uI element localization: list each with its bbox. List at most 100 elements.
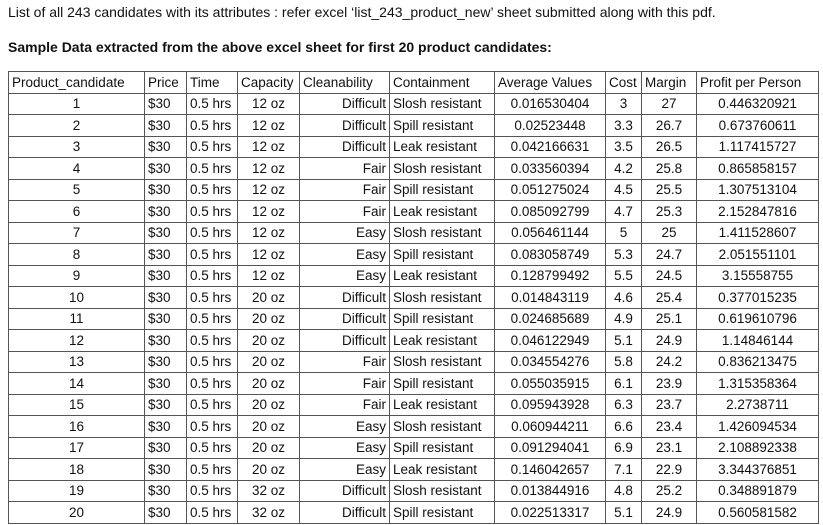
table-cell: 23.7 — [641, 393, 697, 416]
table-cell: 3 — [605, 92, 642, 115]
table-cell: Slosh resistant — [389, 479, 495, 502]
table-cell: Difficult — [299, 92, 390, 115]
header-cell: Profit per Person — [696, 71, 819, 94]
table-row: 11 $30 0.5 hrs 20 oz Difficult Spill resistan… — [8, 307, 819, 330]
table-cell: $30 — [144, 286, 187, 309]
table-cell: Leak resistant — [389, 393, 495, 416]
table-cell: Difficult — [299, 479, 390, 502]
table-cell: 25.5 — [641, 178, 697, 201]
table-cell: Difficult — [299, 329, 390, 352]
table-cell: 0.673760611 — [696, 114, 819, 137]
table-cell: 6.6 — [605, 415, 642, 438]
table-cell: 7 — [8, 221, 145, 244]
table-cell: $30 — [144, 415, 187, 438]
table-cell: 0.5 hrs — [186, 307, 238, 330]
table-row: 13 $30 0.5 hrs 20 oz Fair Slosh resistant 0.03… — [8, 350, 819, 373]
table-cell: Difficult — [299, 114, 390, 137]
table-cell: $30 — [144, 458, 187, 481]
table-cell: 20 oz — [237, 436, 300, 459]
table-cell: 0.836213475 — [696, 350, 819, 373]
table-cell: 0.446320921 — [696, 92, 819, 115]
table-cell: 0.5 hrs — [186, 221, 238, 244]
table-row: 15 $30 0.5 hrs 20 oz Fair Leak resistant 0.095… — [8, 393, 819, 416]
table-row: 10 $30 0.5 hrs 20 oz Difficult Slosh resistan… — [8, 286, 819, 309]
table-cell: $30 — [144, 114, 187, 137]
table-cell: 23.4 — [641, 415, 697, 438]
table-cell: 0.5 hrs — [186, 114, 238, 137]
table-cell: 12 oz — [237, 157, 300, 180]
table-cell: 0.5 hrs — [186, 243, 238, 266]
table-cell: 20 oz — [237, 329, 300, 352]
table-row: 16 $30 0.5 hrs 20 oz Easy Slosh resistant 0.06… — [8, 415, 819, 438]
table-cell: 4.5 — [605, 178, 642, 201]
table-cell: 20 — [8, 501, 145, 524]
table-cell: 0.5 hrs — [186, 372, 238, 395]
header-cell: Time — [186, 71, 238, 94]
table-cell: 0.095943928 — [494, 393, 606, 416]
table-cell: 0.5 hrs — [186, 264, 238, 287]
table-cell: Leak resistant — [389, 200, 495, 223]
table-cell: 1.426094534 — [696, 415, 819, 438]
table-cell: 26.5 — [641, 135, 697, 158]
table-cell: 0.046122949 — [494, 329, 606, 352]
header-cell: Containment — [389, 71, 495, 94]
table-cell: $30 — [144, 393, 187, 416]
table-cell: 0.016530404 — [494, 92, 606, 115]
header-cell: Average Values — [494, 71, 606, 94]
table-cell: 3.5 — [605, 135, 642, 158]
table-cell: 14 — [8, 372, 145, 395]
table-cell: 5.5 — [605, 264, 642, 287]
table-cell: Spill resistant — [389, 114, 495, 137]
header-cell: Cleanability — [299, 71, 390, 94]
table-cell: 6.3 — [605, 393, 642, 416]
table-cell: 12 oz — [237, 135, 300, 158]
table-cell: $30 — [144, 200, 187, 223]
table-cell: 12 — [8, 329, 145, 352]
table-cell: $30 — [144, 329, 187, 352]
table-cell: 12 oz — [237, 92, 300, 115]
table-cell: 20 oz — [237, 307, 300, 330]
table-cell: Slosh resistant — [389, 286, 495, 309]
table-cell: Difficult — [299, 501, 390, 524]
table-row: 5 $30 0.5 hrs 12 oz Fair Spill resistant 0.051… — [8, 178, 819, 201]
table-cell: 15 — [8, 393, 145, 416]
table-cell: Leak resistant — [389, 329, 495, 352]
table-cell: 0.033560394 — [494, 157, 606, 180]
table-row: 18 $30 0.5 hrs 20 oz Easy Leak resistant 0.146… — [8, 458, 819, 481]
table-cell: 0.055035915 — [494, 372, 606, 395]
table-cell: $30 — [144, 92, 187, 115]
table-cell: 23.9 — [641, 372, 697, 395]
table-cell: 3.15558755 — [696, 264, 819, 287]
table-cell: Difficult — [299, 286, 390, 309]
table-cell: Slosh resistant — [389, 415, 495, 438]
table-cell: 20 oz — [237, 393, 300, 416]
table-cell: 12 oz — [237, 114, 300, 137]
table-cell: Fair — [299, 393, 390, 416]
table-cell: 2.051551101 — [696, 243, 819, 266]
table-row: 14 $30 0.5 hrs 20 oz Fair Spill resistant 0.05… — [8, 372, 819, 395]
table-cell: 1.411528607 — [696, 221, 819, 244]
table-cell: Slosh resistant — [389, 350, 495, 373]
table-cell: 32 oz — [237, 479, 300, 502]
table-cell: $30 — [144, 221, 187, 244]
header-cell: Capacity — [237, 71, 300, 94]
table-cell: 0.5 hrs — [186, 350, 238, 373]
table-cell: 4.6 — [605, 286, 642, 309]
table-cell: 3.344376851 — [696, 458, 819, 481]
table-cell: 4.8 — [605, 479, 642, 502]
table-cell: 1.117415727 — [696, 135, 819, 158]
table-row: 3 $30 0.5 hrs 12 oz Difficult Leak resistant 0… — [8, 135, 819, 158]
table-cell: 24.7 — [641, 243, 697, 266]
table-cell: 0.5 hrs — [186, 501, 238, 524]
table-cell: Easy — [299, 436, 390, 459]
table-cell: 0.056461144 — [494, 221, 606, 244]
table-cell: Slosh resistant — [389, 221, 495, 244]
table-cell: 1 — [8, 92, 145, 115]
table-cell: 9 — [8, 264, 145, 287]
table-cell: 0.085092799 — [494, 200, 606, 223]
table-cell: 11 — [8, 307, 145, 330]
table-cell: Fair — [299, 350, 390, 373]
table-cell: 0.024685689 — [494, 307, 606, 330]
table-cell: Easy — [299, 458, 390, 481]
table-cell: $30 — [144, 307, 187, 330]
